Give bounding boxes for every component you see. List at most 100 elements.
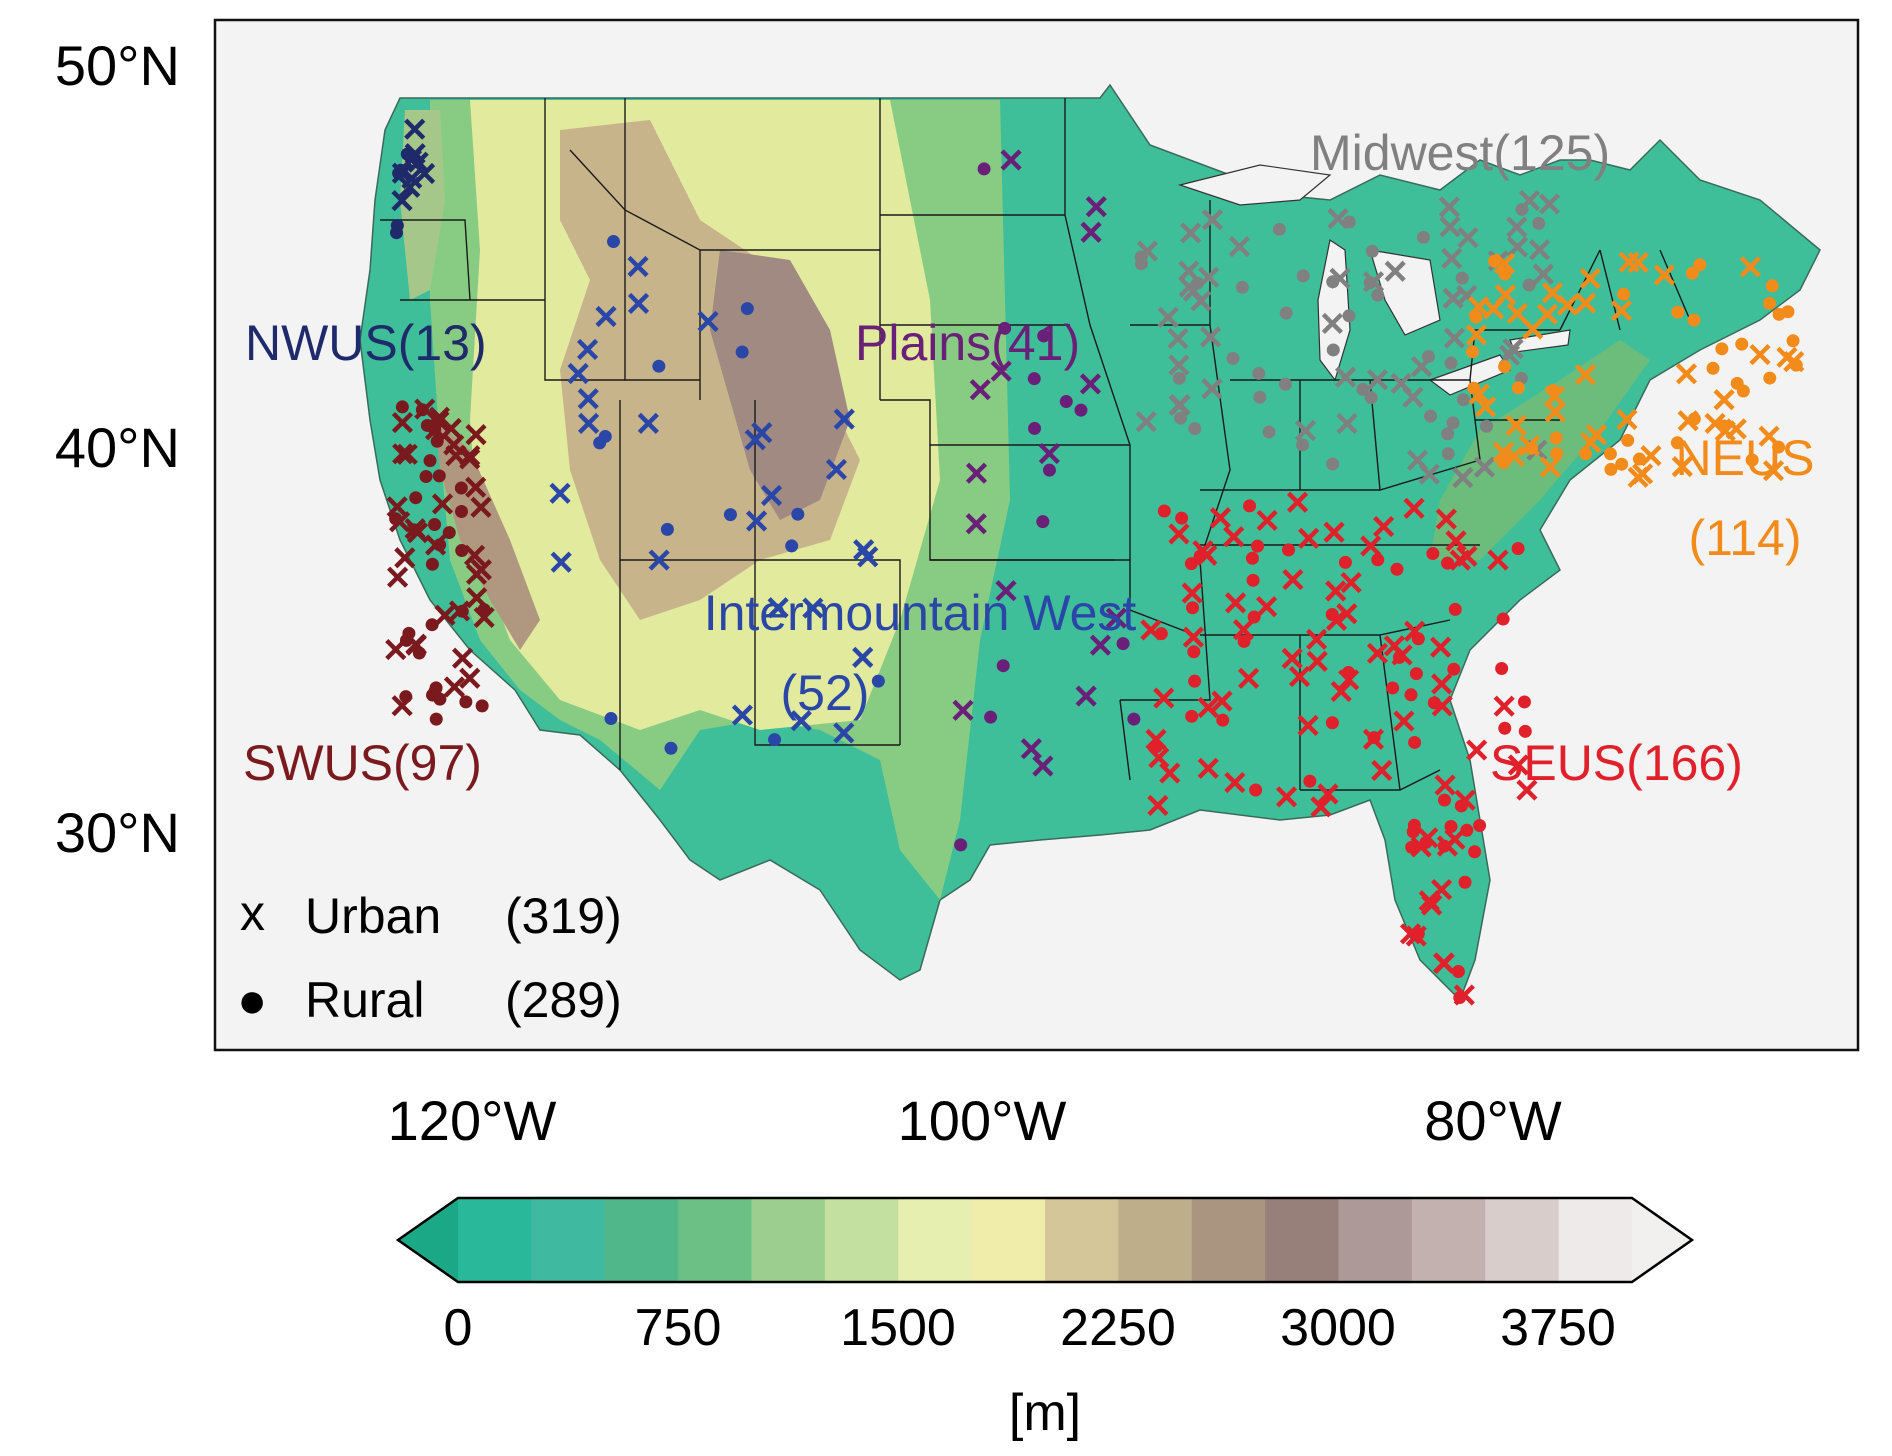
urban-site-marker [1256,509,1278,532]
rural-site-marker [1409,667,1423,681]
rural-site-marker [1028,421,1042,435]
urban-site-marker [577,388,599,410]
colorbar-segment [824,1198,899,1282]
rural-site-marker [1495,662,1509,676]
urban-site-marker [1306,650,1328,672]
rural-site-marker [1426,547,1440,561]
rural-site-marker [1456,393,1470,407]
legend-urban-symbol: x [240,885,265,941]
rural-site-marker [1338,555,1352,569]
urban-site-marker [1431,673,1453,695]
rural-site-marker [1250,539,1264,553]
urban-site-marker [1105,607,1127,629]
rural-site-marker [429,712,443,726]
urban-site-marker [760,484,783,507]
urban-site-marker [1610,300,1633,322]
colorbar-ticks: 0 750 1500 2250 3000 3750 [444,1299,1616,1357]
rural-site-marker [1670,436,1684,450]
urban-site-marker [1153,687,1175,709]
colorbar-segment [1338,1198,1413,1282]
colorbar-segment [898,1198,973,1282]
rural-site-marker [1325,716,1339,730]
urban-site-marker [1224,592,1247,614]
rural-site-marker [1603,447,1617,461]
rural-site-marker [1216,713,1230,727]
rural-site-marker [1687,313,1701,327]
urban-site-marker [1438,196,1460,218]
region-labels: NWUS(13) SWUS(97) Intermountain West (52… [243,125,1814,791]
urban-site-marker [965,462,988,484]
rural-site-marker [409,491,423,505]
urban-site-marker [1224,772,1246,794]
rural-site-marker [1525,441,1539,455]
urban-site-marker [1473,456,1496,478]
urban-site-marker [1532,263,1554,285]
rural-site-marker [1772,307,1786,321]
urban-site-marker [1157,306,1179,328]
urban-site-marker [1085,196,1107,218]
urban-site-marker [1288,665,1311,688]
rural-site-marker [1252,366,1266,380]
rural-site-marker [598,429,612,443]
urban-site-marker [1373,515,1395,538]
rural-site-marker [735,345,749,359]
lat-label-50n: 50°N [55,34,180,97]
urban-site-marker [790,710,812,732]
urban-site-marker [1713,389,1735,411]
region-label-plains: Plains(41) [855,315,1080,371]
urban-site-marker [1200,326,1222,348]
urban-site-marker [567,362,589,385]
marker-legend: x Urban (319) ● Rural (289) [237,885,622,1028]
urban-site-marker [1209,507,1231,529]
urban-site-marker [443,676,466,698]
urban-site-marker [459,448,481,470]
rural-site-marker [1237,634,1251,648]
urban-site-marker [431,493,454,515]
sierra-elevation [435,420,540,650]
rural-site-marker [459,695,473,709]
urban-site-marker [1197,757,1219,779]
urban-site-marker [1362,271,1385,293]
urban-site-marker [1390,372,1412,394]
urban-site-marker [1223,526,1245,548]
urban-site-marker [1435,508,1457,530]
urban-site-marker [1148,747,1170,769]
rural-site-marker [1693,258,1707,272]
urban-site-marker [853,539,875,561]
urban-site-marker [767,597,789,619]
rural-site-marker [1498,721,1512,735]
urban-site-marker [1538,193,1561,215]
urban-site-marker [627,255,649,278]
rural-site-marker [1546,383,1560,397]
urban-site-marker [1487,549,1509,571]
urban-site-marker [1783,351,1805,373]
rural-site-marker [1549,431,1563,445]
urban-site-marker [1080,221,1102,243]
rural-site-marker [1441,427,1455,441]
rural-site-marker [1262,425,1276,439]
urban-site-marker [463,544,486,566]
urban-site-marker [802,597,824,619]
rural-site-marker [1116,637,1130,651]
urban-site-marker [1178,260,1200,282]
colorbar-segment [1118,1198,1193,1282]
urban-site-marker [1445,530,1467,552]
urban-site-marker [1360,535,1382,557]
urban-site-marker [1431,695,1453,717]
urban-site-marker [1406,449,1429,471]
rural-site-marker [1184,557,1198,571]
urban-site-marker [731,704,754,726]
urban-site-marker [965,513,987,535]
urban-site-marker [1306,628,1328,650]
rural-site-marker [1473,818,1487,832]
colorbar-right-extend [1632,1198,1692,1282]
urban-site-marker [1159,762,1181,784]
urban-site-marker [1749,343,1771,366]
rural-site-marker [1416,230,1430,244]
urban-site-marker [1192,540,1214,562]
rural-site-marker [1187,645,1201,659]
urban-site-marker [1168,354,1190,376]
rural-site-marker [1448,602,1462,616]
rural-site-marker [1763,296,1777,310]
urban-site-marker [1503,445,1525,468]
